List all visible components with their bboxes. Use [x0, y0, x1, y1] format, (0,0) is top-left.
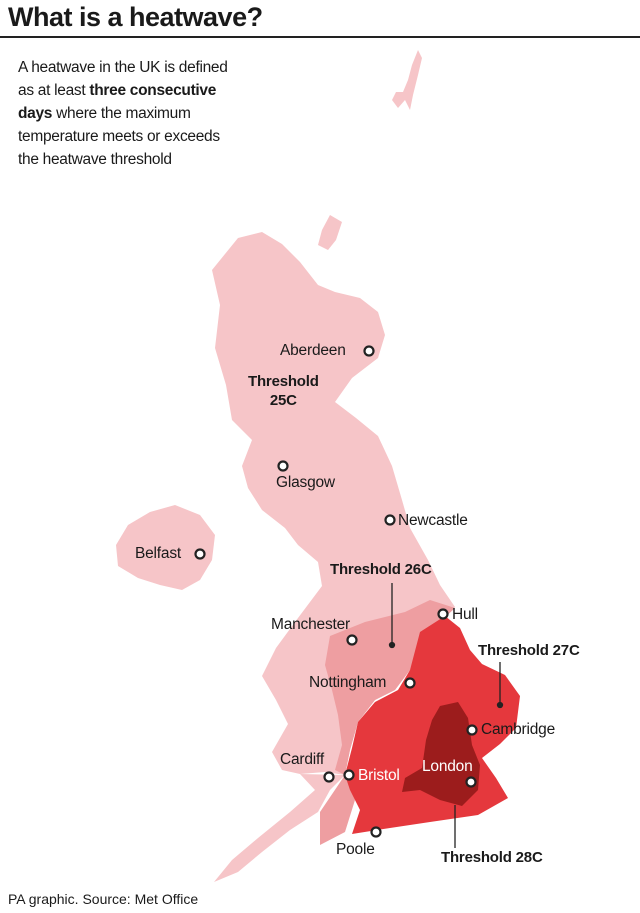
shetland-islands [318, 50, 422, 250]
title-divider [0, 36, 640, 38]
city-label-bristol: Bristol [358, 767, 400, 784]
threshold-25c-label: Threshold 25C [248, 372, 319, 410]
city-label-london: London [422, 758, 473, 775]
city-label-hull: Hull [452, 606, 478, 623]
city-label-glasgow: Glasgow [276, 474, 335, 491]
city-label-poole: Poole [336, 841, 375, 858]
page-title: What is a heatwave? [8, 2, 263, 32]
threshold-25c-line1: Threshold [248, 373, 319, 390]
city-label-belfast: Belfast [135, 545, 181, 562]
source-credit: PA graphic. Source: Met Office [8, 891, 199, 907]
threshold-27c-label: Threshold 27C [478, 642, 580, 659]
leader-lines [388, 583, 504, 848]
threshold-25c-line2: 25C [269, 392, 297, 409]
city-label-aberdeen: Aberdeen [280, 342, 346, 359]
region-threshold-28c [402, 702, 480, 806]
region-threshold-26c [320, 600, 455, 845]
threshold-28c-label: Threshold 28C [441, 849, 543, 866]
city-label-newcastle: Newcastle [398, 512, 468, 529]
city-label-nottingham: Nottingham [309, 674, 387, 691]
threshold-26c-label: Threshold 26C [330, 561, 432, 578]
intro-text-bold: three consecutive days [18, 82, 217, 122]
intro-text-start: A heatwave in the UK is defined as at le… [18, 59, 228, 99]
city-label-manchester: Manchester [271, 616, 350, 633]
intro-text-end: where the maximum temperature meets or e… [18, 105, 220, 168]
region-threshold-25c-southwest [214, 774, 345, 882]
intro-text: A heatwave in the UK is defined as at le… [18, 56, 228, 171]
city-markers [194, 345, 478, 838]
city-label-cambridge: Cambridge [481, 721, 556, 738]
city-label-cardiff: Cardiff [280, 751, 324, 768]
region-northern-ireland [116, 505, 215, 590]
